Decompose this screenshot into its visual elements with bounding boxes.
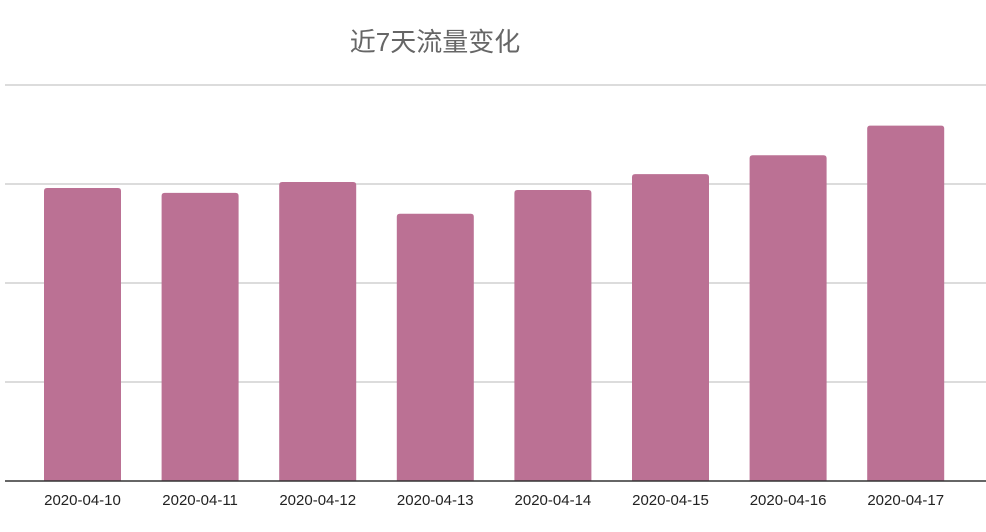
x-tick-label: 2020-04-16 — [750, 492, 827, 509]
bar — [749, 155, 827, 482]
bar — [632, 174, 709, 481]
bar — [161, 192, 239, 481]
x-tick-label: 2020-04-15 — [632, 492, 709, 509]
x-tick-label: 2020-04-10 — [44, 492, 121, 509]
bar — [279, 182, 357, 481]
x-tick-label: 2020-04-13 — [397, 492, 474, 509]
x-tick-label: 2020-04-14 — [515, 492, 592, 509]
x-tick-label: 2020-04-17 — [867, 492, 944, 509]
bar — [44, 187, 121, 481]
x-tick-label: 2020-04-12 — [279, 492, 356, 509]
chart-title: 近7天流量变化 — [349, 27, 521, 57]
x-tick-label: 2020-04-11 — [162, 492, 238, 509]
bar — [867, 125, 945, 481]
bar — [514, 189, 592, 481]
bar — [396, 213, 474, 481]
